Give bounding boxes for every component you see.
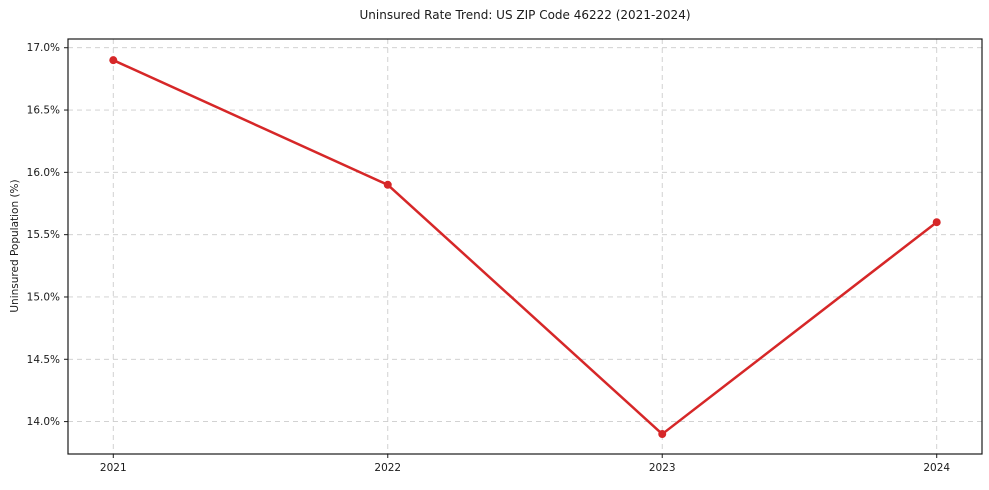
x-tick-label: 2021 — [100, 462, 127, 474]
y-tick-label: 14.0% — [27, 416, 60, 428]
y-tick-label: 14.5% — [27, 354, 60, 366]
y-tick-label: 17.0% — [27, 42, 60, 54]
data-point-marker — [932, 218, 941, 227]
y-tick-label: 16.0% — [27, 167, 60, 179]
data-point-marker — [383, 180, 392, 189]
y-tick-label: 16.5% — [27, 105, 60, 117]
trend-line — [112, 58, 938, 436]
x-tick-label: 2023 — [649, 462, 676, 474]
axes-border — [67, 38, 983, 455]
x-tick-label: 2024 — [923, 462, 950, 474]
data-point-marker — [658, 430, 667, 439]
y-tick-label: 15.0% — [27, 291, 60, 303]
data-point-marker — [109, 56, 118, 65]
y-tick-label: 15.5% — [27, 229, 60, 241]
x-tick-label: 2022 — [374, 462, 401, 474]
chart-title: Uninsured Rate Trend: US ZIP Code 46222 … — [359, 8, 691, 22]
